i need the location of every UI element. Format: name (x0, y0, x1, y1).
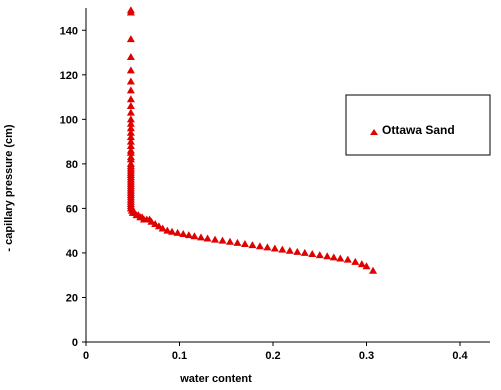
data-point (301, 249, 309, 256)
data-point (241, 240, 249, 247)
data-point (369, 267, 377, 274)
data-point (219, 237, 227, 244)
data-point (248, 241, 256, 248)
data-point (127, 109, 135, 116)
data-point (127, 95, 135, 102)
data-point (204, 234, 212, 241)
data-point (127, 77, 135, 84)
data-point (190, 232, 198, 239)
y-tick-label: 0 (72, 337, 78, 349)
data-point (286, 247, 294, 254)
data-point (211, 236, 219, 243)
x-tick-label: 0.4 (452, 350, 468, 362)
data-point (233, 239, 241, 246)
x-axis-title: water content (179, 373, 252, 385)
data-point (351, 258, 359, 265)
data-point (127, 53, 135, 60)
data-point (127, 102, 135, 109)
data-point (263, 243, 271, 250)
data-point (197, 233, 205, 240)
data-point (316, 251, 324, 258)
data-point (293, 248, 301, 255)
data-point (344, 256, 352, 263)
y-axis-title: - capillary pressure (cm) (3, 124, 15, 252)
data-point (323, 252, 331, 259)
legend: Ottawa Sand (346, 95, 490, 155)
x-tick-label: 0.1 (172, 350, 187, 362)
data-point (256, 242, 264, 249)
data-point (127, 66, 135, 73)
y-tick-label: 120 (60, 70, 78, 82)
legend-label: Ottawa Sand (382, 123, 455, 137)
y-tick-label: 80 (66, 159, 78, 171)
data-point (226, 238, 234, 245)
data-point (271, 244, 279, 251)
x-tick-label: 0.3 (359, 350, 374, 362)
y-tick-label: 20 (66, 292, 78, 304)
data-point (127, 86, 135, 93)
data-point (278, 246, 286, 253)
x-tick-label: 0.2 (265, 350, 280, 362)
data-point (336, 255, 344, 262)
data-point (185, 231, 193, 238)
x-tick-label: 0 (83, 350, 89, 362)
y-tick-label: 100 (60, 114, 78, 126)
data-point (330, 253, 338, 260)
y-tick-label: 60 (66, 203, 78, 215)
data-point (308, 250, 316, 257)
data-point (127, 35, 135, 42)
data-point (179, 230, 187, 237)
y-tick-label: 140 (60, 25, 78, 37)
data-point (174, 229, 182, 236)
plot-area: 0 20 40 60 80 100 120 140 0 0.1 0.2 0.3 0.4 (60, 6, 490, 362)
y-tick-label: 40 (66, 248, 78, 260)
